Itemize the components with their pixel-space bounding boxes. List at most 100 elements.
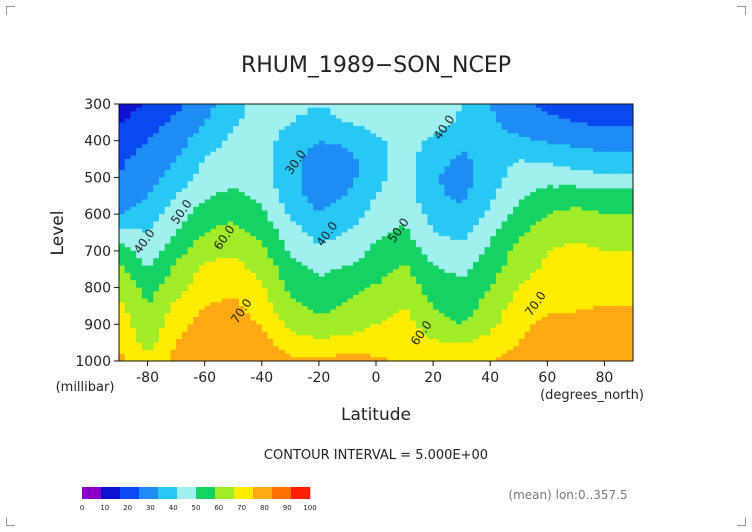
heatmap-cell xyxy=(193,206,200,212)
heatmap-cell xyxy=(478,232,486,237)
heatmap-cell xyxy=(301,283,309,289)
heatmap-cell xyxy=(467,291,474,296)
heatmap-cell xyxy=(398,181,406,186)
heatmap-cell xyxy=(124,261,132,267)
heatmap-cell xyxy=(347,122,354,127)
heatmap-cell xyxy=(278,107,286,112)
heatmap-cell xyxy=(404,254,411,259)
heatmap-cell xyxy=(261,305,269,311)
heatmap-cell xyxy=(404,258,411,263)
heatmap-cell xyxy=(393,192,400,197)
heatmap-cell xyxy=(256,254,263,259)
heatmap-cell xyxy=(181,192,189,197)
heatmap-cell xyxy=(553,294,560,300)
heatmap-cell xyxy=(581,280,588,285)
heatmap-cell xyxy=(136,181,143,186)
heatmap-cell xyxy=(495,104,503,109)
heatmap-cell xyxy=(233,144,240,149)
heatmap-cell xyxy=(604,276,611,281)
heatmap-cell xyxy=(518,302,526,307)
heatmap-cell xyxy=(461,148,468,153)
heatmap-cell xyxy=(593,280,600,285)
heatmap-cell xyxy=(513,214,520,219)
heatmap-cell xyxy=(404,265,411,270)
heatmap-cell xyxy=(610,291,617,296)
heatmap-cell xyxy=(336,199,343,204)
heatmap-cell xyxy=(450,126,457,131)
heatmap-cell xyxy=(444,221,451,226)
heatmap-cell xyxy=(621,294,628,300)
heatmap-cell xyxy=(410,162,417,168)
heatmap-cell xyxy=(593,104,600,109)
heatmap-cell xyxy=(187,247,194,252)
heatmap-cell xyxy=(119,269,126,274)
heatmap-cell xyxy=(296,291,303,296)
heatmap-cell xyxy=(176,294,183,300)
heatmap-cell xyxy=(564,265,571,270)
heatmap-cell xyxy=(147,276,154,281)
heatmap-cell xyxy=(278,291,286,296)
heatmap-cell xyxy=(376,195,383,201)
heatmap-cell xyxy=(615,111,623,116)
heatmap-cell xyxy=(376,122,383,127)
heatmap-cell xyxy=(593,148,600,153)
heatmap-cell xyxy=(501,254,508,259)
heatmap-cell xyxy=(170,272,177,278)
heatmap-cell xyxy=(353,151,360,156)
heatmap-cell xyxy=(478,151,486,156)
heatmap-cell xyxy=(119,170,126,175)
heatmap-cell xyxy=(141,236,149,241)
heatmap-cell xyxy=(284,115,291,120)
heatmap-cell xyxy=(273,228,280,234)
heatmap-cell xyxy=(473,118,480,123)
heatmap-cell xyxy=(181,243,189,248)
heatmap-cell xyxy=(381,203,389,208)
heatmap-cell xyxy=(553,140,560,145)
heatmap-cell xyxy=(233,272,240,278)
heatmap-cell xyxy=(393,294,400,300)
heatmap-cell xyxy=(216,166,223,171)
heatmap-cell xyxy=(250,272,257,278)
heatmap-cell xyxy=(119,283,126,289)
heatmap-cell xyxy=(478,148,486,153)
heatmap-cell xyxy=(256,298,263,303)
heatmap-cell xyxy=(233,148,240,153)
heatmap-cell xyxy=(164,236,171,241)
heatmap-cell xyxy=(467,221,474,226)
heatmap-cell xyxy=(221,298,229,303)
heatmap-cell xyxy=(387,177,394,182)
heatmap-cell xyxy=(598,107,606,112)
heatmap-cell xyxy=(181,173,189,179)
heatmap-cell xyxy=(198,192,206,197)
heatmap-cell xyxy=(598,236,606,241)
heatmap-cell xyxy=(587,280,594,285)
heatmap-cell xyxy=(193,192,200,197)
heatmap-cell xyxy=(564,181,571,186)
heatmap-cell xyxy=(387,170,394,175)
heatmap-cell xyxy=(558,151,566,156)
heatmap-cell xyxy=(238,276,246,281)
heatmap-cell xyxy=(415,221,423,226)
heatmap-cell xyxy=(513,122,520,127)
heatmap-cell xyxy=(387,181,394,186)
heatmap-cell xyxy=(164,302,171,307)
heatmap-cell xyxy=(547,239,554,245)
heatmap-cell xyxy=(347,269,354,274)
heatmap-cell xyxy=(444,265,451,270)
heatmap-cell xyxy=(370,148,377,153)
heatmap-cell xyxy=(176,225,183,230)
heatmap-cell xyxy=(513,181,520,186)
heatmap-cell xyxy=(301,170,309,175)
heatmap-cell xyxy=(495,166,503,171)
heatmap-cell xyxy=(570,247,577,252)
heatmap-cell xyxy=(341,272,349,278)
heatmap-cell xyxy=(421,221,428,226)
heatmap-cell xyxy=(244,133,251,138)
heatmap-cell xyxy=(193,247,200,252)
heatmap-cell xyxy=(210,155,217,160)
heatmap-cell xyxy=(181,170,189,175)
heatmap-cell xyxy=(564,126,571,131)
heatmap-cell xyxy=(353,258,360,263)
heatmap-cell xyxy=(581,269,588,274)
heatmap-cell xyxy=(575,181,583,186)
